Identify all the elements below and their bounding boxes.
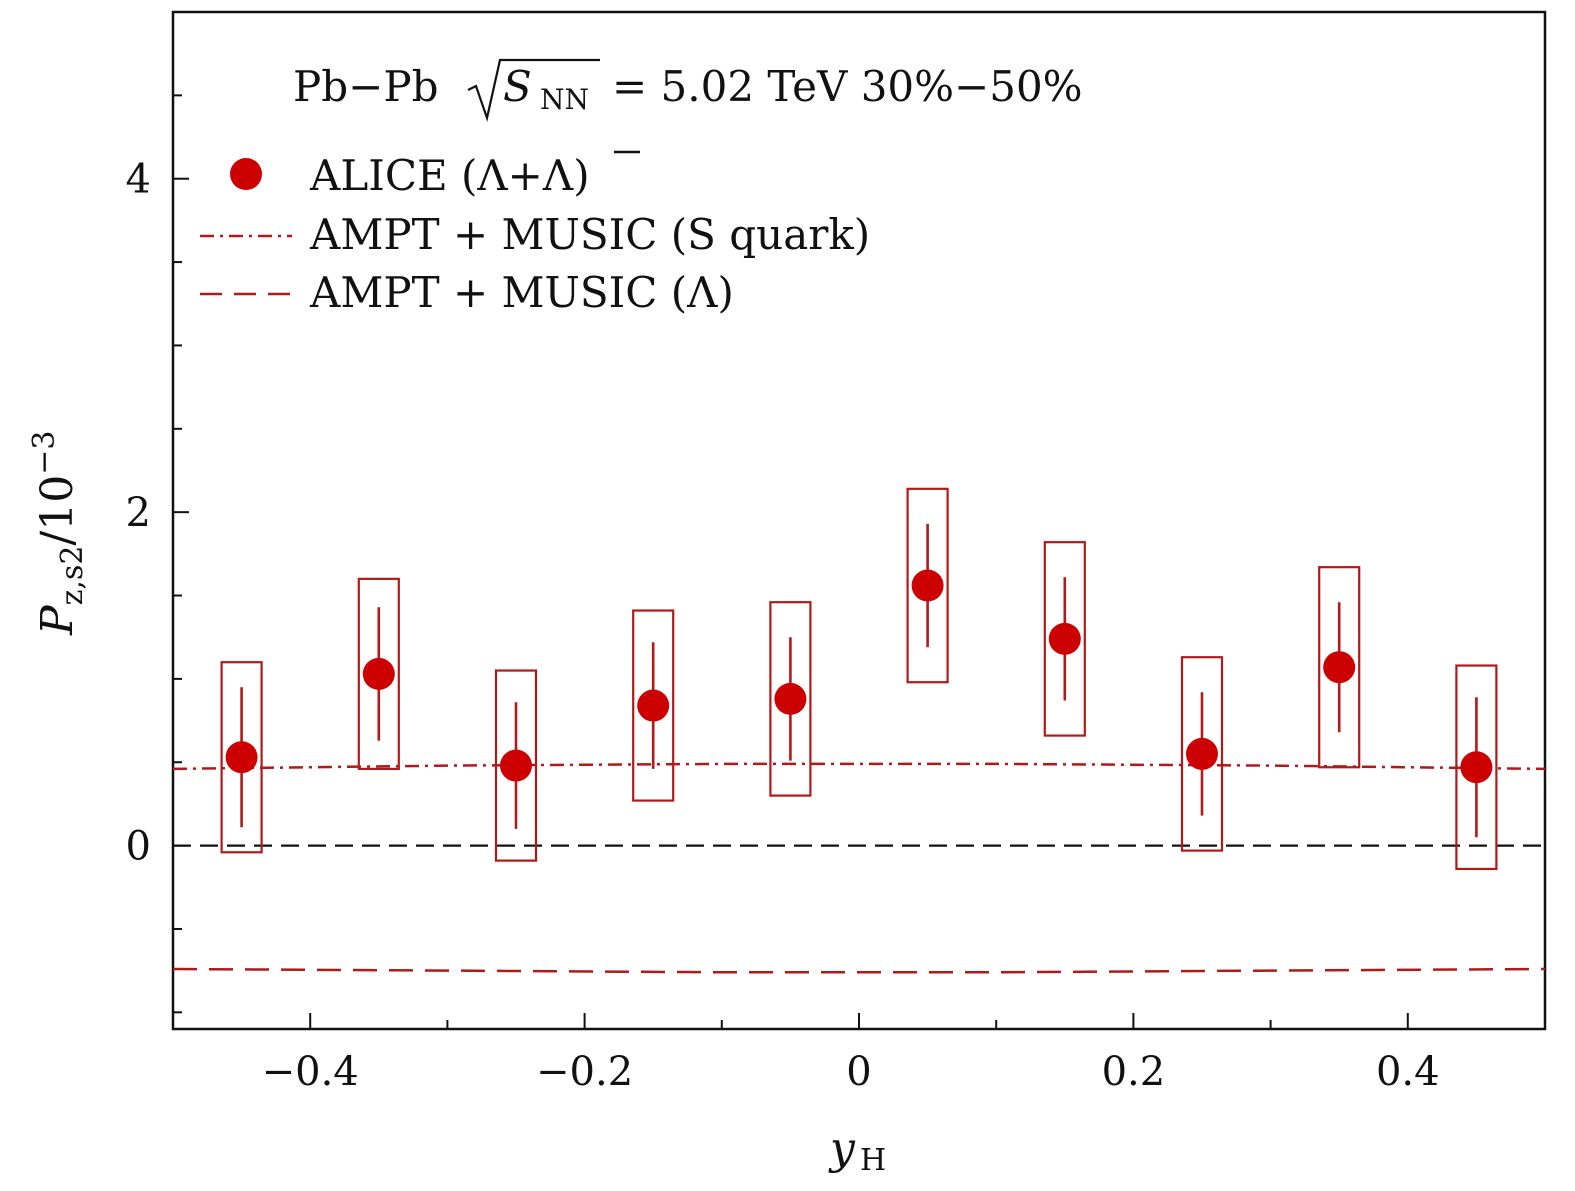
x-tick-label: −0.4 [262, 1049, 359, 1095]
y-axis-label-text: Pz,s2/10−3 [27, 431, 90, 636]
legend-label-lambda: AMPT + MUSIC (Λ) [309, 268, 734, 317]
legend-label-alice: ALICE (Λ+Λ) [309, 151, 590, 200]
legend: ALICE (Λ+Λ) AMPT + MUSIC (S quark) AMPT … [200, 150, 870, 317]
model-line-s-quark [173, 762, 1545, 771]
annotation-suffix: = 5.02 TeV 30%−50% [612, 62, 1083, 111]
data-point [774, 682, 807, 715]
y-tick-label: 0 [126, 824, 151, 870]
data-point [225, 741, 258, 774]
data-point [1323, 651, 1356, 684]
x-axis-label-main: y [828, 1123, 856, 1174]
data-point [911, 569, 944, 602]
y-axis-label-main: P [32, 604, 83, 636]
data-point [1186, 737, 1218, 770]
annotation-sqrt-sub: NN [540, 83, 589, 116]
sys-error-box [357, 577, 400, 771]
alice-data [220, 487, 1498, 871]
annotation-sqrt-var: S [503, 62, 532, 111]
legend-marker-alice [230, 158, 262, 190]
y-axis-label-denominator: /10 [32, 475, 83, 546]
model-line-lambda [173, 967, 1545, 974]
y-axis-label: Pz,s2/10−3 [27, 431, 90, 636]
x-axis-label-sub: H [860, 1143, 886, 1178]
x-tick-label: 0 [846, 1049, 871, 1095]
data-point [1048, 622, 1081, 655]
data-point [1460, 751, 1493, 784]
x-tick-label: −0.2 [536, 1049, 633, 1095]
sys-error-box [906, 487, 949, 684]
data-point [362, 657, 395, 690]
sys-error-box [1180, 656, 1224, 852]
data-point [500, 749, 532, 782]
x-axis-label: y H [828, 1123, 886, 1178]
sys-error-box [769, 601, 812, 797]
tick-labels: −0.4 −0.2 0 0.2 0.4 0 2 4 [126, 157, 1440, 1095]
y-axis-label-exponent: −3 [27, 431, 62, 475]
y-tick-label: 4 [126, 157, 151, 203]
y-axis-label-sub: z,s2 [55, 546, 90, 606]
x-tick-label: 0.4 [1376, 1049, 1440, 1095]
annotation-prefix: Pb−Pb [293, 62, 438, 111]
sys-error-box [1043, 541, 1086, 737]
sys-error-box [632, 609, 675, 802]
sys-error-box [220, 661, 263, 854]
model-curves [173, 762, 1545, 974]
legend-label-s-quark: AMPT + MUSIC (S quark) [309, 210, 870, 259]
collision-annotation: Pb−Pb S NN = 5.02 TeV 30%−50% [293, 58, 1083, 123]
y-tick-label: 2 [126, 490, 151, 536]
sqrt-radical-icon [467, 58, 600, 123]
sys-error-box [1318, 566, 1361, 769]
x-tick-label: 0.2 [1102, 1049, 1166, 1095]
sys-error-box [1455, 664, 1498, 871]
data-point [637, 689, 670, 722]
sys-error-box [494, 669, 538, 862]
